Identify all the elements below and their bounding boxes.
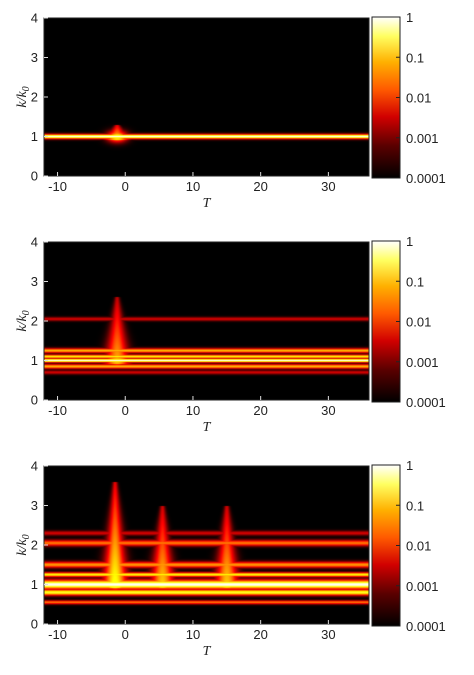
colorbar-tick-label: 0.01: [406, 315, 431, 330]
x-tick-label: 0: [122, 179, 129, 194]
x-tick-label: 10: [186, 627, 200, 642]
y-tick-label: 4: [31, 11, 38, 26]
y-tick-label: 0: [31, 169, 38, 184]
colorbar-tick-label: 0.1: [406, 50, 424, 65]
colorbar-tick-label: 0.0001: [406, 171, 446, 186]
y-tick-label: 3: [31, 274, 38, 289]
y-tick-label: 2: [31, 314, 38, 329]
x-tick-label: -10: [48, 403, 67, 418]
heatmap-image: [44, 18, 369, 176]
colorbar: [371, 240, 401, 403]
colorbar: [371, 464, 401, 627]
panel-1: -10 0 10 20 30 0 1 2 3 4 Tk/k0 1 0.1 0.01 0.001 0.0001: [15, 10, 446, 211]
x-axis-label: T: [203, 644, 212, 659]
x-tick-label: 10: [186, 179, 200, 194]
x-tick-label: 30: [321, 403, 335, 418]
x-tick-label: 20: [253, 179, 267, 194]
y-tick-label: 0: [31, 617, 38, 632]
x-tick-label: 20: [253, 403, 267, 418]
y-tick-label: 4: [31, 235, 38, 250]
colorbar-tick-label: 0.001: [406, 131, 439, 146]
x-tick-label: 10: [186, 403, 200, 418]
y-tick-label: 2: [31, 90, 38, 105]
y-tick-label: 1: [31, 577, 38, 592]
colorbar-tick-label: 0.001: [406, 355, 439, 370]
y-axis-label: k/k0: [15, 310, 32, 331]
heatmap-image: [44, 242, 369, 400]
x-axis-label: T: [203, 196, 212, 211]
x-tick-label: 30: [321, 627, 335, 642]
y-tick-label: 3: [31, 50, 38, 65]
y-tick-label: 0: [31, 393, 38, 408]
x-tick-label: -10: [48, 627, 67, 642]
y-axis-label: k/k0: [15, 534, 32, 555]
y-tick-label: 3: [31, 498, 38, 513]
colorbar-tick-label: 1: [406, 458, 413, 473]
x-tick-label: 30: [321, 179, 335, 194]
panel-2: -10 0 10 20 30 0 1 2 3 4 Tk/k0 1 0.1 0.01 0.001 0.0001: [15, 234, 446, 435]
y-tick-label: 1: [31, 129, 38, 144]
x-axis-label: T: [203, 420, 212, 435]
x-tick-label: 0: [122, 403, 129, 418]
panel-3: -10 0 10 20 30 0 1 2 3 4 Tk/k0 1 0.1 0.01 0.001 0.0001: [15, 458, 446, 659]
x-tick-label: 20: [253, 627, 267, 642]
x-tick-label: -10: [48, 179, 67, 194]
colorbar-tick-label: 0.0001: [406, 395, 446, 410]
heatmap-image: [44, 466, 369, 624]
y-tick-label: 4: [31, 459, 38, 474]
y-axis-label: k/k0: [15, 86, 32, 107]
y-tick-label: 2: [31, 538, 38, 553]
colorbar-tick-label: 1: [406, 234, 413, 249]
colorbar: [371, 16, 401, 179]
colorbar-tick-label: 0.1: [406, 274, 424, 289]
colorbar-tick-label: 0.01: [406, 539, 431, 554]
colorbar-tick-label: 0.1: [406, 498, 424, 513]
y-tick-label: 1: [31, 353, 38, 368]
colorbar-tick-label: 1: [406, 10, 413, 25]
x-tick-label: 0: [122, 627, 129, 642]
colorbar-tick-label: 0.01: [406, 91, 431, 106]
colorbar-tick-label: 0.0001: [406, 619, 446, 634]
colorbar-tick-label: 0.001: [406, 579, 439, 594]
